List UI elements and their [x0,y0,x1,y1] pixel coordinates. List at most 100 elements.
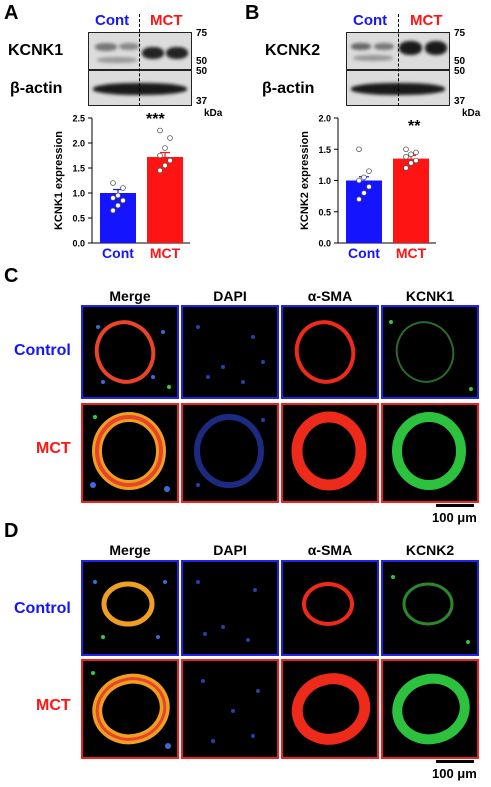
col-label-merge-d: Merge [109,542,151,558]
image-dapi-mct-d [181,659,279,759]
chart-b-datapoint [403,146,409,153]
loading-label-a: β-actin [10,80,63,97]
chart-b-datapoint [361,190,367,196]
chart-a-datapoint [120,185,126,191]
chart-a-datapoint [167,135,173,141]
chart-a-xtick-label: MCT [150,245,181,261]
chart-a-datapoint [110,207,116,214]
chart-a-bar-mct [147,157,183,243]
chart-a-datapoint [162,162,168,169]
chart-b-ytick-label: 0.0 [318,239,331,249]
chart-a: 0.0 0.5 1.0 1.5 2.0 2.5 KCNK1 expression Cont MC… [53,114,190,261]
group-label-mct-a: MCT [150,12,183,29]
chart-a-datapoint [167,157,173,164]
panel-a-label: A [4,2,19,24]
chart-b-datapoint [356,146,362,153]
chart-b-datapoint [366,168,372,174]
row-label-mct-d: MCT [36,697,71,714]
chart-b-datapoint [408,151,414,158]
chart-a-datapoint [115,202,121,209]
chart-a-ytick-label: 0.5 [72,214,85,224]
chart-b-datapoint [413,157,419,164]
image-sma-control-c [281,305,379,399]
blot-kcnk1 [88,32,192,70]
group-label-cont-b: Cont [353,12,388,29]
lane-divider-b [398,14,399,106]
chart-b-bar-mct [393,158,429,243]
chart-b-xtick-label: Cont [348,245,380,261]
chart-b-ytick-label: 0.5 [318,207,331,217]
chart-b-datapoint [356,196,362,203]
chart-b: 0.0 0.5 1.0 1.5 2.0 KCNK2 expression Cont MCT [299,114,436,261]
image-merge-control-c [81,305,179,399]
image-dapi-mct-c [181,403,279,503]
image-merge-control-d [81,560,179,656]
col-label-sma-d: α-SMA [307,542,353,558]
chart-a-datapoint [157,167,163,174]
chart-b-ylabel: KCNK2 expression [299,131,311,230]
scale-label-d: 100 μm [432,766,477,781]
image-merge-mct-c [81,403,179,503]
col-label-merge-c: Merge [109,288,151,304]
image-kcnk1-mct-c [381,403,479,503]
chart-b-ytick-label: 1.5 [318,145,331,155]
lane-divider-a [139,14,140,106]
panel-c-label: C [4,265,19,287]
chart-b-datapoint [356,177,362,184]
row-label-mct-c: MCT [36,440,71,457]
panel-b-label: B [245,2,260,24]
col-label-kcnk2-d: KCNK2 [405,542,455,558]
row-label-control-c: Control [14,342,71,359]
chart-a-bar-cont [100,193,136,243]
kda-b: kDa [462,108,481,119]
loading-label-b: β-actin [262,80,315,97]
mw-50-a: 50 [196,56,208,67]
chart-a-datapoint [120,197,126,204]
image-dapi-control-d [181,560,279,656]
mw-50b-a: 50 [196,66,208,77]
chart-a-datapoint [157,152,163,159]
chart-b-datapoint [366,183,372,190]
chart-a-datapoint [110,180,116,186]
image-dapi-control-c [181,305,279,399]
image-kcnk2-mct-d [381,659,479,759]
mw-50-b: 50 [454,56,466,67]
col-label-dapi-d: DAPI [213,542,247,558]
protein-label-kcnk1: KCNK1 [8,42,64,59]
panel-d-label: D [4,520,19,542]
chart-b-xtick-label: MCT [396,245,427,261]
chart-a-datapoint [115,192,121,199]
mw-37-a: 37 [196,96,208,107]
scale-bar-d [436,760,474,763]
kda-a: kDa [204,108,223,119]
chart-a-annotation: *** [146,111,165,128]
chart-b-datapoint [408,160,414,166]
chart-b-datapoint [403,165,409,171]
chart-b-datapoint [413,149,419,156]
mw-75-b: 75 [454,28,466,39]
chart-a-datapoint [162,145,168,151]
chart-b-ytick-label: 1.0 [318,176,331,186]
row-label-control-d: Control [14,600,71,617]
image-merge-mct-d [81,659,179,759]
chart-b-datapoint [403,153,409,160]
chart-a-datapoint [157,127,163,134]
scale-bar-c [436,504,474,507]
chart-b-annotation: ** [408,118,421,135]
image-kcnk2-control-d [381,560,479,656]
chart-a-datapoint [110,195,116,201]
chart-b-ytick-label: 2.0 [318,114,331,124]
mw-75-a: 75 [196,28,208,39]
group-label-cont-a: Cont [95,12,130,29]
mw-50b-b: 50 [454,66,466,77]
chart-a-ylabel: KCNK1 expression [53,131,65,230]
blot-actin-a [88,70,192,106]
col-label-dapi-c: DAPI [213,288,247,304]
mw-37-b: 37 [454,96,466,107]
col-label-kcnk1-c: KCNK1 [405,288,455,304]
chart-a-ytick-label: 1.5 [72,164,85,174]
image-kcnk1-control-c [381,305,479,399]
chart-a-ytick-label: 1.0 [72,189,85,199]
col-label-sma-c: α-SMA [307,288,353,304]
group-label-mct-b: MCT [410,12,443,29]
